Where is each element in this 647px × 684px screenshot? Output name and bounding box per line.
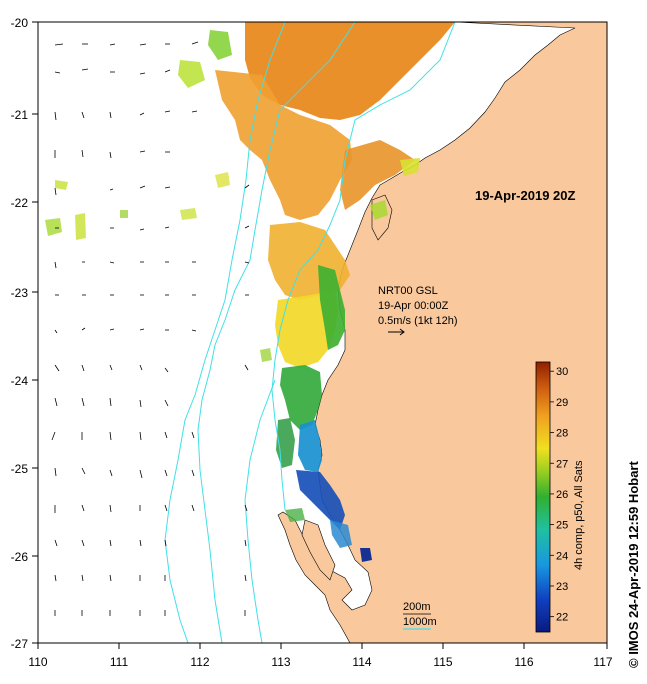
colorbar-tick-label: 22 <box>556 612 568 624</box>
y-tick-label: -27 <box>11 637 29 651</box>
current-vectors <box>51 41 250 616</box>
colorbar-title: 4h comp, p50, All Sats <box>573 460 585 570</box>
colorbar-tick-label: 30 <box>556 366 568 378</box>
colorbar-tick-label: 23 <box>556 581 568 593</box>
timestamp-label: 19-Apr-2019 20Z <box>475 188 575 203</box>
x-tick-label: 113 <box>271 655 290 669</box>
colorbar-tick-label: 27 <box>556 458 568 470</box>
colorbar: 22 23 24 25 26 27 28 29 30 4h comp, p50, All Sat… <box>535 361 585 633</box>
x-tick-label: 111 <box>110 655 129 669</box>
colorbar-tick-label: 24 <box>556 550 568 562</box>
x-tick-label: 116 <box>514 655 533 669</box>
tick-marks <box>32 21 608 649</box>
y-tick-label: -21 <box>11 108 29 122</box>
y-tick-label: -23 <box>11 286 29 300</box>
peninsula-south <box>301 519 336 581</box>
y-tick-label: -20 <box>11 16 29 30</box>
y-tick-label: -26 <box>11 550 29 564</box>
x-tick-label: 110 <box>28 655 47 669</box>
depth-contours <box>164 22 456 643</box>
colorbar-gradient <box>535 361 551 633</box>
colorbar-tick-label: 26 <box>556 489 568 501</box>
plot-frame <box>37 21 608 644</box>
y-tick-label: -25 <box>11 462 29 476</box>
x-tick-label: 117 <box>593 655 612 669</box>
x-tick-label: 115 <box>433 655 452 669</box>
colorbar-tick-label: 29 <box>556 397 568 409</box>
colorbar-tick-label: 28 <box>556 428 568 440</box>
x-tick-label: 114 <box>352 655 371 669</box>
credit-label: © IMOS 24-Apr-2019 12:59 Hobart <box>626 461 641 668</box>
depth-1000-label: 1000m <box>403 616 437 628</box>
current-source-label: NRT00 GSL <box>378 285 438 297</box>
y-tick-label: -24 <box>11 374 29 388</box>
x-tick-label: 112 <box>190 655 209 669</box>
depth-200-label: 200m <box>403 601 431 613</box>
y-tick-label: -22 <box>11 196 29 210</box>
sst-data <box>45 22 455 562</box>
current-time-label: 19-Apr 00:00Z <box>378 300 449 312</box>
colorbar-tick-label: 25 <box>556 520 568 532</box>
current-scale-label: 0.5m/s (1kt 12h) <box>378 315 457 327</box>
scale-arrow-icon <box>388 328 405 336</box>
